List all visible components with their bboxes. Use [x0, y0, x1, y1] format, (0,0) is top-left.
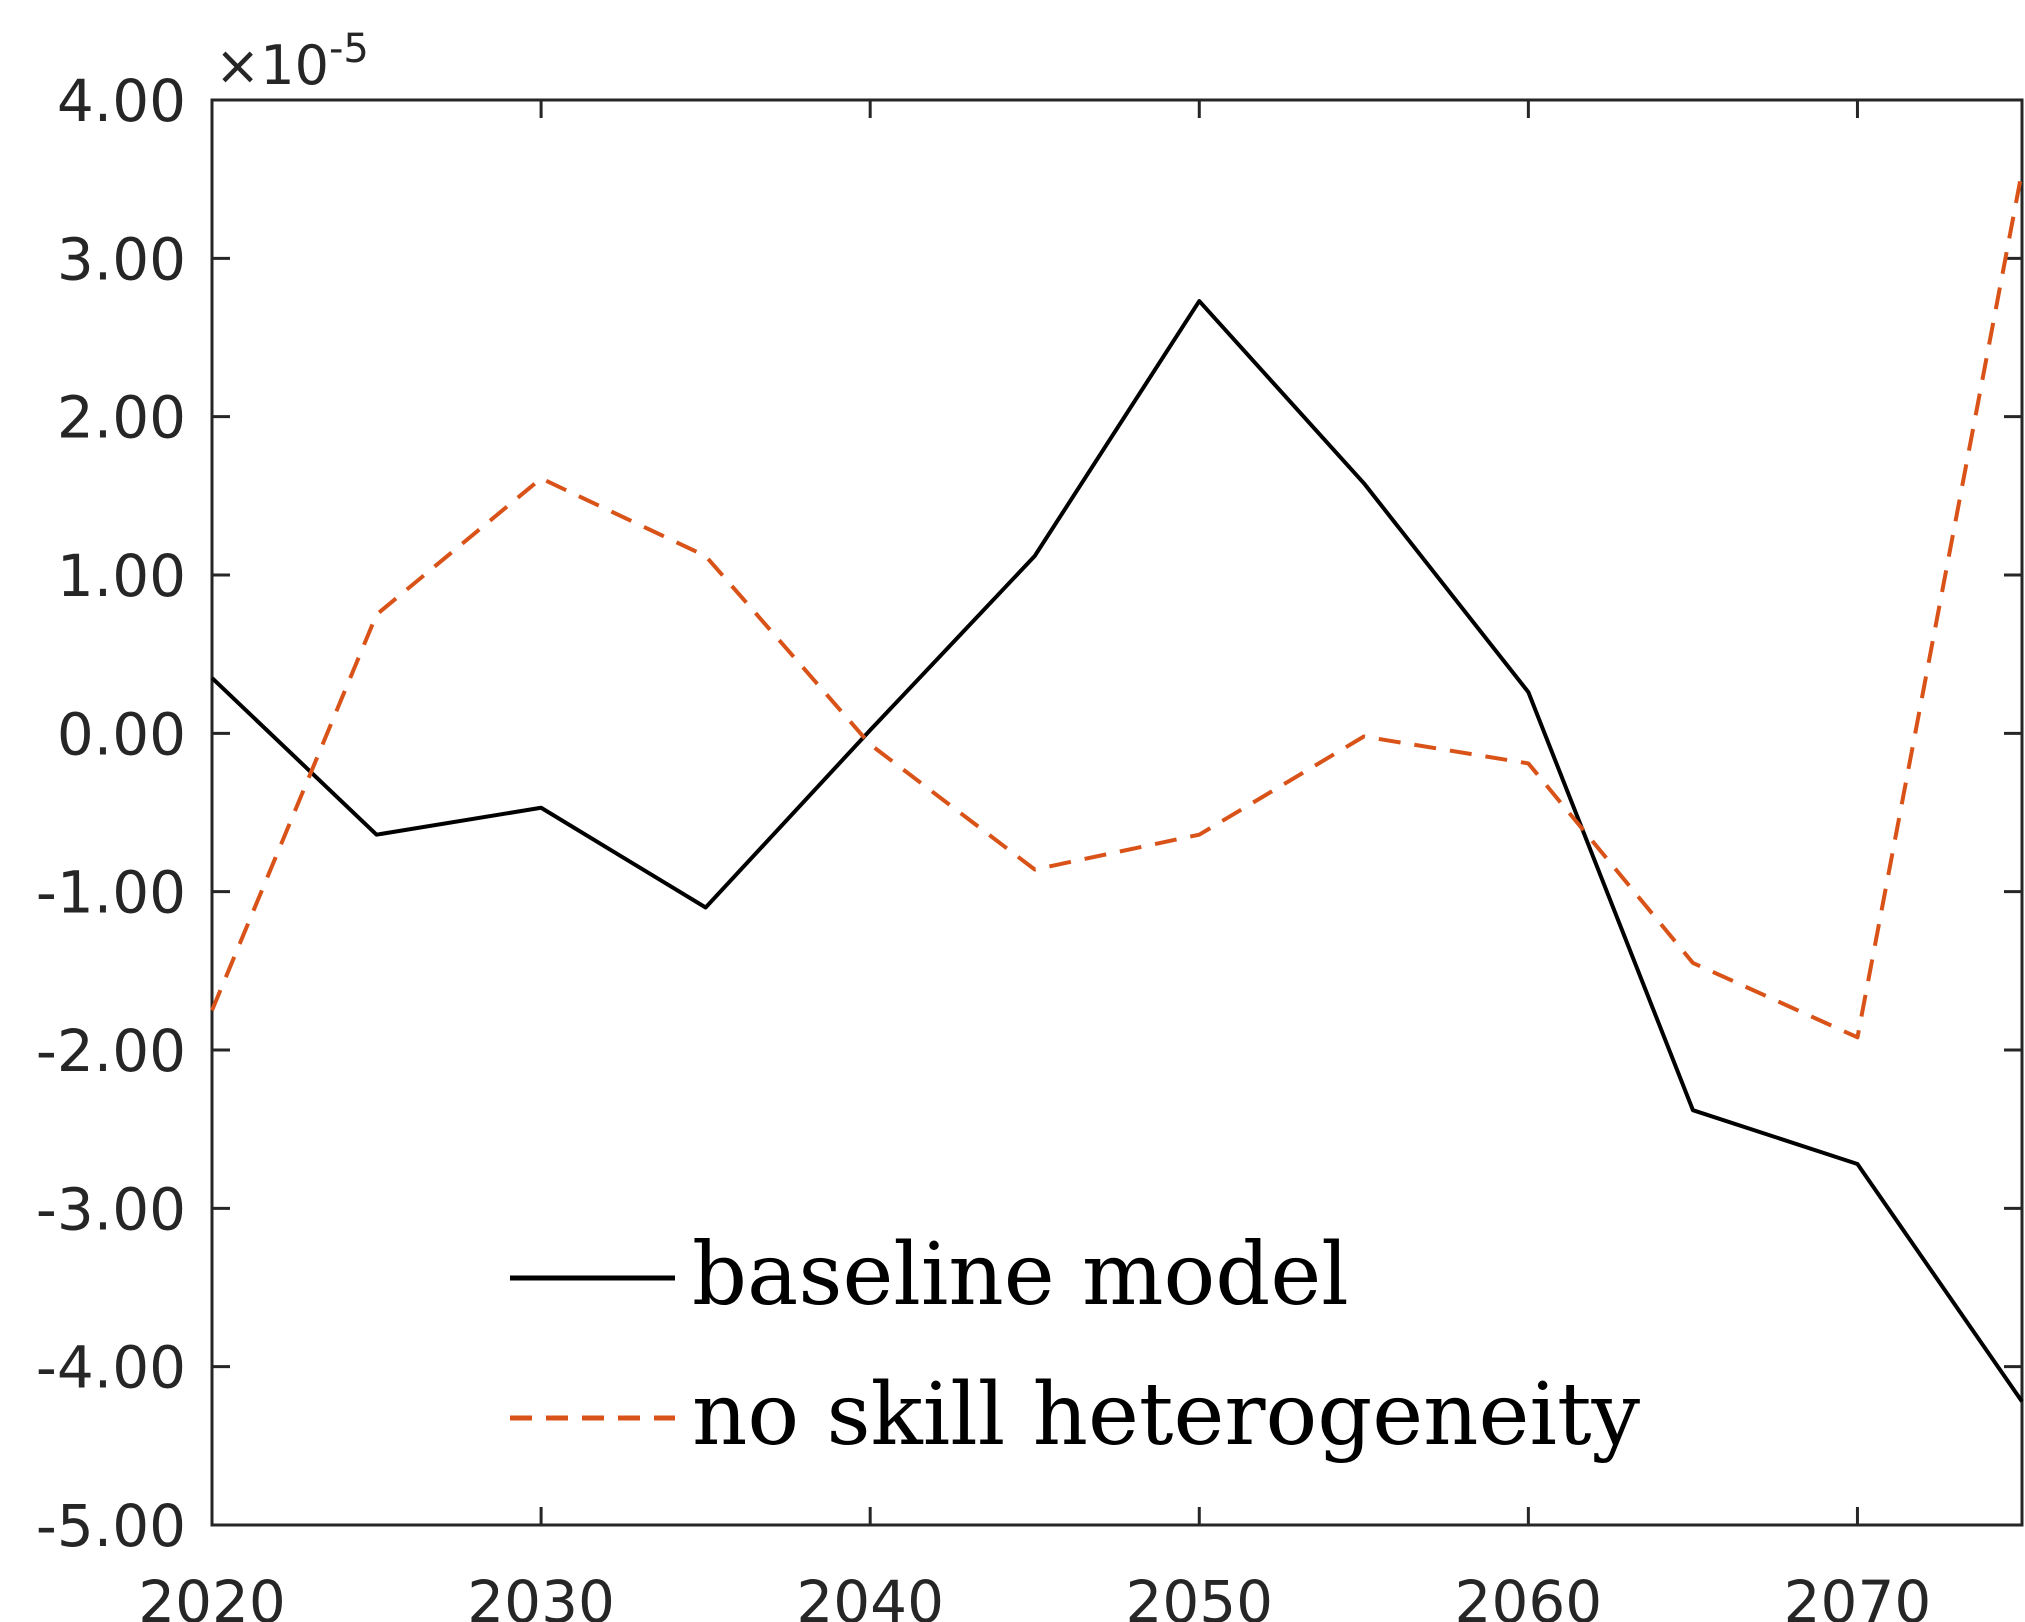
- x-tick-label: 2040: [796, 1568, 944, 1622]
- legend-label: baseline model: [692, 1225, 1349, 1325]
- x-tick-label: 2030: [467, 1568, 615, 1622]
- y-tick-label: -4.00: [36, 1334, 186, 1402]
- legend: baseline model no skill heterogeneity: [510, 1225, 1641, 1465]
- series-line-no-skill-heterogeneity: [210, 170, 2024, 1040]
- y-tick-label: 1.00: [57, 542, 186, 610]
- legend-label: no skill heterogeneity: [692, 1365, 1641, 1465]
- x-tick-label: 2070: [1784, 1568, 1932, 1622]
- x-tick-label: 2050: [1125, 1568, 1273, 1622]
- series-lines: [210, 170, 2024, 1403]
- y-tick-label: -3.00: [36, 1175, 186, 1243]
- y-tick-label: 2.00: [57, 384, 186, 452]
- x-tick-label: 2060: [1455, 1568, 1603, 1622]
- y-tick-label: -2.00: [36, 1017, 186, 1085]
- series-line-baseline-model: [210, 299, 2024, 1403]
- axis-tick-labels: 2020 2030 2040 2050 2060 2070 4.00 3.00 2.00 1.00…: [36, 67, 1931, 1622]
- axis-ticks: [210, 98, 2022, 1527]
- y-tick-label: 4.00: [57, 67, 186, 135]
- y-tick-label: 3.00: [57, 225, 186, 293]
- x-tick-label: 2020: [138, 1568, 286, 1622]
- y-tick-label: -5.00: [36, 1492, 186, 1560]
- y-exponent-label: ×10-5: [215, 26, 369, 97]
- y-tick-label: -1.00: [36, 859, 186, 927]
- y-tick-label: 0.00: [57, 700, 186, 768]
